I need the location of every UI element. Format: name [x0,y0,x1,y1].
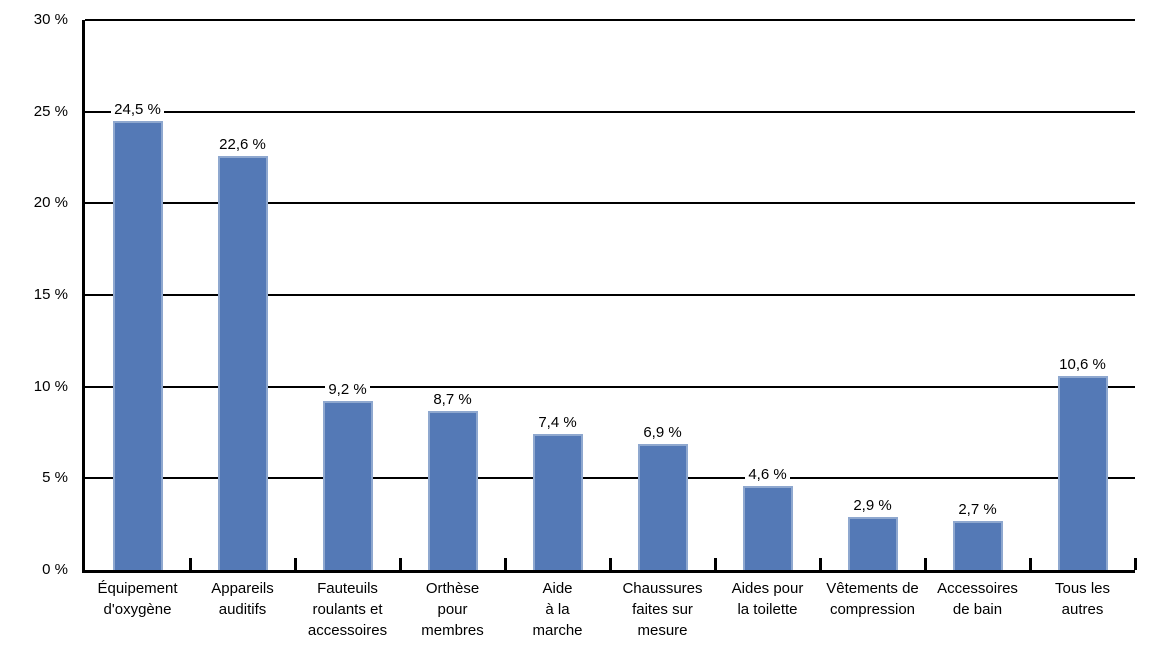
x-axis-tick [713,558,717,570]
bar-value-label: 9,2 % [288,380,408,399]
gridline [85,385,1135,388]
bar-value-text: 24,5 % [111,100,164,118]
x-axis-tick [503,558,507,570]
bar [322,401,373,570]
bar-value-label: 2,9 % [813,496,933,515]
x-axis-category-label: Accessoires de bain [937,580,1018,618]
bar [637,443,688,570]
x-axis-tick [1133,558,1137,570]
gridline [85,19,1135,21]
bar-value-text: 9,2 % [325,381,370,399]
bar [742,485,793,570]
gridline [85,294,1135,296]
x-axis-category-label: Fauteuils roulants et accessoires [307,580,388,639]
gridline [85,110,1135,113]
bar-value-label: 8,7 % [393,390,513,409]
y-axis-tick-label: 15 % [33,286,68,303]
bar-value-text: 8,7 % [430,390,475,408]
bar [952,520,1003,570]
x-axis-tick [398,558,402,570]
x-axis-tick [293,558,297,570]
x-axis-category-label: Aide à la marche [532,580,583,639]
bar [847,516,898,570]
x-axis-category-label: Aides pour la toilette [731,580,804,618]
plot-area: 24,5 % 22,6 % 9,2 % 8,7 % 7,4 % 6,9 % 4,6 % 2,9… [82,19,1137,573]
bar [427,410,478,570]
y-axis-tick-label: 10 % [33,377,68,395]
bar-value-label: 2,7 % [918,500,1038,519]
x-axis-category-label: Chaussures faites sur mesure [622,580,703,639]
y-axis-tick-label: 30 % [33,11,68,28]
x-axis-category-label: Appareils auditifs [211,580,274,618]
bar [1057,375,1108,570]
x-axis-tick [188,558,192,570]
bar-value-text: 2,9 % [850,496,895,514]
bar-value-text: 7,4 % [535,414,580,432]
bar-value-label: 24,5 % [78,100,198,119]
gridline [85,477,1135,480]
x-axis-category-label: Tous les autres [1054,580,1111,618]
x-axis-tick [608,558,612,570]
x-axis-category-label: Orthèse pour membres [421,580,484,639]
bar-value-label: 4,6 % [708,465,828,484]
bar-value-text: 6,9 % [640,423,685,441]
bar-value-label: 6,9 % [603,423,723,442]
x-axis-category-label: Équipement d'oxygène [97,580,178,618]
bar-value-label: 7,4 % [498,413,618,432]
bar-value-text: 2,7 % [955,500,1000,518]
bar-value-label: 10,6 % [1023,355,1143,374]
x-axis-tick [1028,558,1032,570]
y-axis-tick-label: 5 % [42,469,68,487]
bar-value-text: 10,6 % [1056,355,1109,373]
y-axis-tick-label: 20 % [33,194,68,212]
bar-value-text: 22,6 % [216,135,269,153]
bar [217,155,268,570]
x-axis-category-label: Vêtements de compression [826,580,919,618]
x-axis-tick [923,558,927,570]
gridline [85,202,1135,205]
bar-value-label: 22,6 % [183,135,303,154]
bar-value-text: 4,6 % [745,465,790,483]
x-axis-tick [818,558,822,570]
y-axis-tick-label: 0 % [42,561,68,578]
y-axis-tick-label: 25 % [33,102,68,120]
bar [532,434,583,570]
bar [112,120,163,570]
